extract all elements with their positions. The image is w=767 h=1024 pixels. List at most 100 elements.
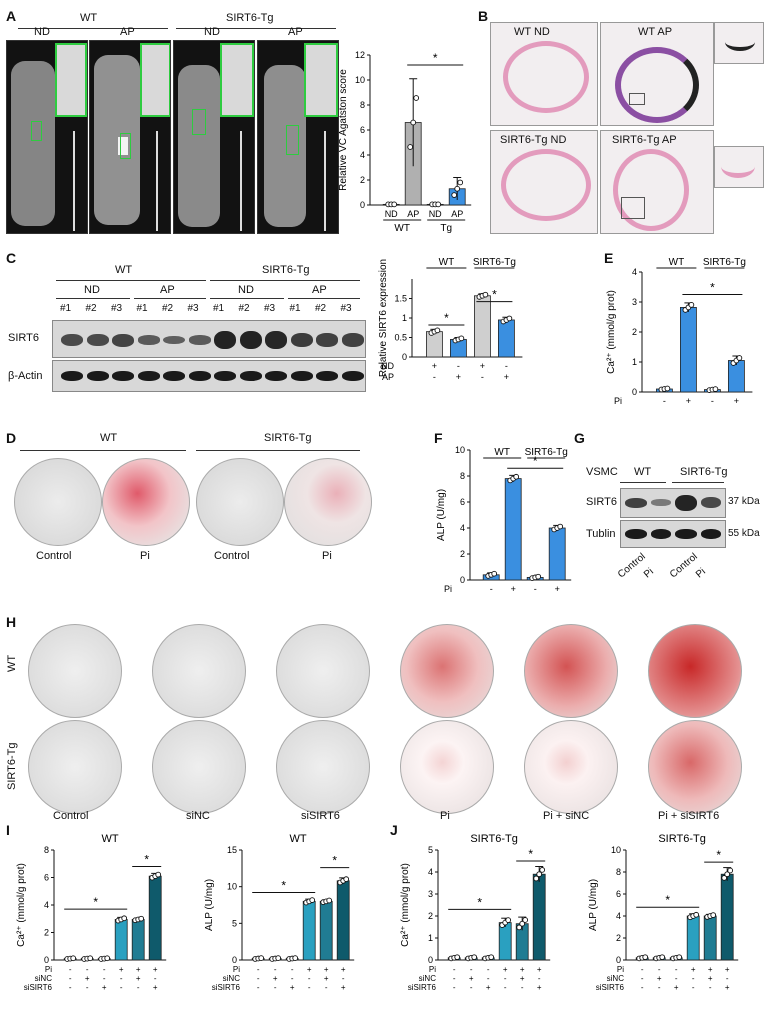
data-point <box>454 954 461 961</box>
row-mark: + <box>520 974 525 983</box>
sig-star: * <box>444 311 449 325</box>
y-tick-label: 10 <box>455 445 465 455</box>
row-mark: - <box>457 361 460 371</box>
sig-star: * <box>332 854 337 868</box>
y-tick-label: 6 <box>360 125 365 135</box>
c-actin-band <box>265 371 287 381</box>
bar <box>131 919 145 961</box>
data-point <box>533 875 540 882</box>
h-col-label: Pi + siNC <box>543 810 590 822</box>
y-tick-label: 1 <box>402 313 407 323</box>
ct-scan-tg-ap <box>257 40 339 234</box>
c-sirt6-band <box>112 333 134 347</box>
c-lane-label: #2 <box>315 303 327 314</box>
y-tick-label: 0 <box>632 387 637 397</box>
c-wt-label: WT <box>115 264 133 276</box>
data-point <box>506 315 513 322</box>
data-point <box>727 867 734 874</box>
g-sirt6-blot <box>620 488 726 518</box>
y-tick-label: 3 <box>632 297 637 307</box>
histo-wt-ap <box>600 22 714 126</box>
data-point <box>457 179 464 186</box>
row-mark: - <box>120 974 123 983</box>
row-mark: - <box>291 965 294 974</box>
histo-wt-nd <box>490 22 598 126</box>
bar <box>498 319 515 358</box>
bar <box>680 307 697 393</box>
group-label: SIRT6-Tg <box>703 257 746 268</box>
y-tick-label: 3 <box>428 889 433 899</box>
y-tick-label: 5 <box>428 845 433 855</box>
row-label: siSIRT6 <box>408 983 437 992</box>
row-mark: - <box>709 983 712 992</box>
row-mark: + <box>341 983 346 992</box>
panel-letter-a: A <box>6 8 17 24</box>
c-actin-band <box>112 371 134 381</box>
x-tick-label: AP <box>451 209 463 219</box>
a-nd-wt: ND <box>34 26 50 38</box>
row-mark: - <box>308 974 311 983</box>
row-mark: - <box>291 974 294 983</box>
y-axis-label: Relative VC Agatston score <box>338 69 349 191</box>
row-mark: - <box>453 974 456 983</box>
y-tick-label: 10 <box>611 845 621 855</box>
row-mark: - <box>154 974 157 983</box>
row-mark: - <box>487 974 490 983</box>
y-tick-label: 2 <box>360 175 365 185</box>
panel-letter-d: D <box>6 430 17 446</box>
histo-tg-ap <box>600 130 714 234</box>
data-point <box>87 955 94 962</box>
g-lane-label: Control <box>668 551 700 581</box>
row-mark: + <box>290 983 295 992</box>
ct-scan-wt-ap <box>89 40 171 234</box>
sig-star: * <box>710 281 715 295</box>
y-tick-label: 2 <box>632 327 637 337</box>
h-well <box>152 720 246 814</box>
data-point <box>410 119 417 126</box>
y-tick-label: 4 <box>616 911 621 921</box>
row-mark: + <box>469 974 474 983</box>
y-tick-label: 1.5 <box>394 294 407 304</box>
row-mark: + <box>511 584 516 594</box>
row-mark: + <box>273 974 278 983</box>
row-mark: - <box>521 983 524 992</box>
g-wt: WT <box>634 466 652 478</box>
b-wt-nd-label: WT ND <box>514 26 550 38</box>
c-sirt6-band <box>341 333 364 347</box>
b-wt-ap-label: WT AP <box>638 26 673 38</box>
data-point <box>155 871 162 878</box>
bar <box>686 915 700 961</box>
y-axis-label: Relative SIRT6 expression <box>378 259 389 377</box>
row-mark: - <box>257 983 260 992</box>
row-mark: + <box>486 983 491 992</box>
g-sirt6: SIRT6 <box>586 496 617 508</box>
row-label: ND <box>381 361 394 371</box>
group-label: WT <box>669 257 685 268</box>
row-mark: + <box>153 965 158 974</box>
y-tick-label: 8 <box>44 845 49 855</box>
sig-star: * <box>492 288 497 302</box>
row-mark: - <box>641 965 644 974</box>
ct-scan-tg-nd <box>173 40 255 234</box>
row-mark: + <box>708 965 713 974</box>
sig-star: * <box>533 454 538 468</box>
h-well <box>276 624 370 718</box>
g-lane-label: Control <box>616 551 648 581</box>
y-axis-label: Ca²⁺ (mmol/g prot) <box>16 863 27 947</box>
row-mark: + <box>725 965 730 974</box>
histo-wt-ap-zoom <box>714 22 764 64</box>
data-point <box>710 912 717 918</box>
panel-letter-c: C <box>6 250 17 266</box>
row-mark: - <box>675 965 678 974</box>
c-nd1: ND <box>84 284 100 296</box>
row-mark: - <box>504 983 507 992</box>
row-mark: - <box>470 965 473 974</box>
data-point <box>391 201 398 208</box>
h-col-label: siSIRT6 <box>301 810 340 822</box>
row-label: Pi <box>233 965 240 974</box>
row-mark: - <box>692 983 695 992</box>
row-mark: - <box>675 974 678 983</box>
row-mark: + <box>537 983 542 992</box>
y-tick-label: 12 <box>355 50 365 60</box>
